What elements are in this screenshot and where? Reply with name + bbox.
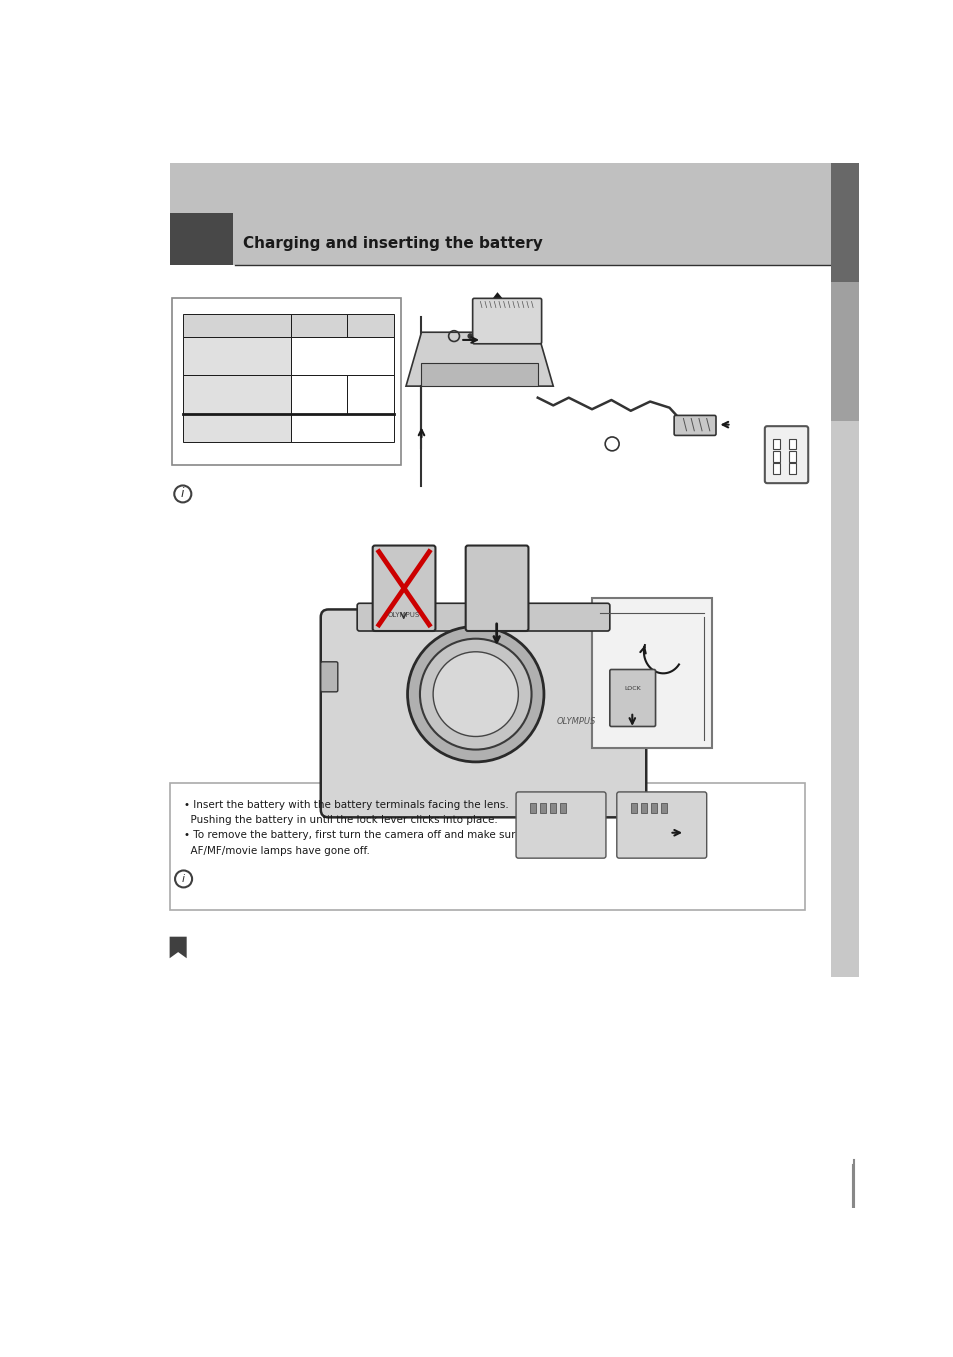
FancyBboxPatch shape [674,415,716,436]
Bar [650,803,657,813]
Bar [530,803,536,813]
FancyBboxPatch shape [320,662,337,692]
Text: Charging and inserting the battery: Charging and inserting the battery [243,236,542,251]
Bar [773,438,780,449]
Text: LOCK: LOCK [623,687,640,691]
Bar [172,297,400,465]
FancyBboxPatch shape [465,546,528,631]
Bar [592,598,711,748]
Bar [291,376,347,414]
Bar [183,414,291,442]
Bar [640,803,646,813]
Polygon shape [421,364,537,387]
FancyBboxPatch shape [516,792,605,858]
Bar [170,783,804,909]
FancyBboxPatch shape [617,792,706,858]
Text: • To remove the battery, first turn the camera off and make sure the: • To remove the battery, first turn the … [183,830,541,840]
FancyBboxPatch shape [472,299,541,343]
Text: AF/MF/movie lamps have gone off.: AF/MF/movie lamps have gone off. [183,845,369,856]
Bar [830,421,858,977]
Text: OLYMPUS: OLYMPUS [387,612,419,617]
Bar [347,313,394,337]
Bar [170,213,233,265]
Bar [170,163,831,213]
Text: Pushing the battery in until the lock lever clicks into place.: Pushing the battery in until the lock le… [183,816,497,825]
Bar [830,163,858,282]
Bar [550,803,556,813]
Circle shape [419,639,531,749]
Bar [788,438,795,449]
Text: • Insert the battery with the battery terminals facing the lens.: • Insert the battery with the battery te… [183,799,508,810]
FancyBboxPatch shape [373,546,435,631]
Bar [183,313,291,337]
Circle shape [468,334,472,338]
FancyBboxPatch shape [609,669,655,726]
Polygon shape [487,292,508,305]
Bar [788,451,795,461]
FancyBboxPatch shape [356,604,609,631]
Bar [660,803,666,813]
Text: i: i [182,874,185,883]
Circle shape [407,627,543,761]
Bar [291,313,347,337]
Circle shape [433,651,517,737]
Text: OLYMPUS: OLYMPUS [557,716,596,726]
Text: i: i [181,487,184,501]
Bar [291,414,394,442]
Bar [183,337,291,376]
Polygon shape [406,332,553,387]
FancyBboxPatch shape [764,426,807,483]
Bar [291,337,394,376]
Bar [559,803,566,813]
Bar [830,282,858,421]
Bar [773,463,780,474]
Bar [347,376,394,414]
Polygon shape [170,936,187,958]
Bar [539,803,546,813]
FancyBboxPatch shape [320,609,645,817]
Bar [630,803,637,813]
Bar [183,376,291,414]
Bar [170,213,831,265]
Bar [788,463,795,474]
Bar [773,451,780,461]
